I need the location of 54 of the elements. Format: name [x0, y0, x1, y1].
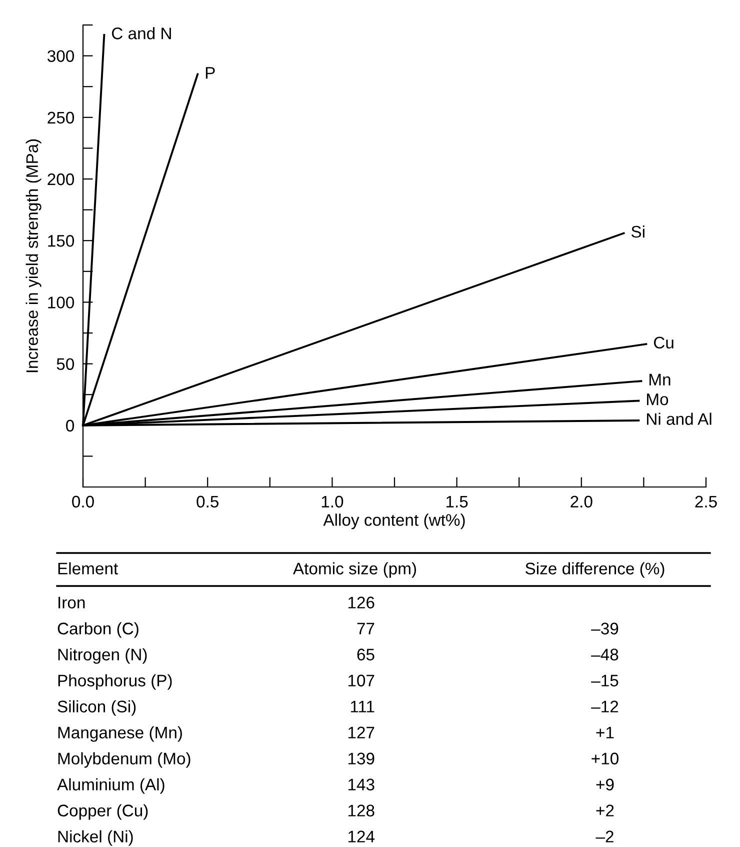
text: 107: [348, 674, 374, 686]
series-label: C and N: [112, 27, 171, 40]
x-tick-label: 2.5: [695, 496, 717, 508]
text: +9: [596, 778, 614, 790]
text: Nickel (Ni): [58, 830, 133, 846]
x-tick-label: 1.5: [446, 496, 468, 508]
y-tick-label: 300: [47, 50, 74, 62]
text: 111: [350, 700, 374, 712]
y-tick-label: 200: [48, 173, 74, 186]
x-tick-label: 0.0: [72, 496, 94, 508]
x-tick-label: 0.5: [196, 496, 218, 508]
text: 77: [357, 622, 374, 634]
y-tick-label: 250: [48, 112, 74, 124]
text: Size difference (%): [526, 562, 664, 578]
text: –39: [591, 622, 618, 634]
text: Iron: [58, 596, 85, 608]
y-tick-label: 150: [48, 235, 74, 247]
text: Nitrogen (N): [58, 648, 147, 664]
text: –2: [596, 830, 614, 842]
text: 65: [357, 648, 374, 660]
text: Manganese (Mn): [58, 726, 182, 742]
series-label: Ni and Al: [647, 412, 712, 425]
y-axis-title: Increase in yield strength (MPa): [26, 139, 42, 372]
text: Aluminium (Al): [57, 778, 164, 794]
text: +10: [592, 752, 618, 764]
text: Silicon (Si): [58, 700, 136, 716]
y-tick-label: 50: [56, 358, 74, 370]
text: –48: [591, 648, 618, 660]
text: 139: [348, 752, 374, 764]
series-label: Si: [631, 225, 644, 238]
y-tick-label: 100: [48, 296, 74, 308]
text: +2: [596, 804, 614, 816]
y-tick-label: 0: [66, 420, 74, 432]
x-tick-label: 2.0: [570, 496, 592, 508]
text: Phosphorus (P): [58, 674, 172, 690]
text: 127: [348, 726, 374, 738]
series-label: Mo: [647, 394, 668, 406]
x-tick-label: 1.0: [322, 496, 344, 508]
text: 143: [348, 778, 374, 790]
x-axis-title: Alloy content (wt%): [323, 514, 465, 530]
text: Molybdenum (Mo): [58, 752, 190, 768]
series-label: Cu: [654, 336, 674, 349]
text: 126: [348, 596, 374, 608]
text: –12: [591, 700, 618, 712]
text: Copper (Cu): [58, 804, 148, 820]
series-label: P: [206, 67, 215, 79]
text: 124: [348, 830, 375, 842]
series-label: Mn: [650, 374, 670, 386]
text: 128: [348, 804, 374, 816]
text: –15: [591, 674, 618, 686]
text: +1: [596, 726, 614, 738]
text: Atomic size (pm): [292, 562, 416, 578]
text: Carbon (C): [58, 622, 138, 638]
text: Element: [58, 562, 118, 574]
